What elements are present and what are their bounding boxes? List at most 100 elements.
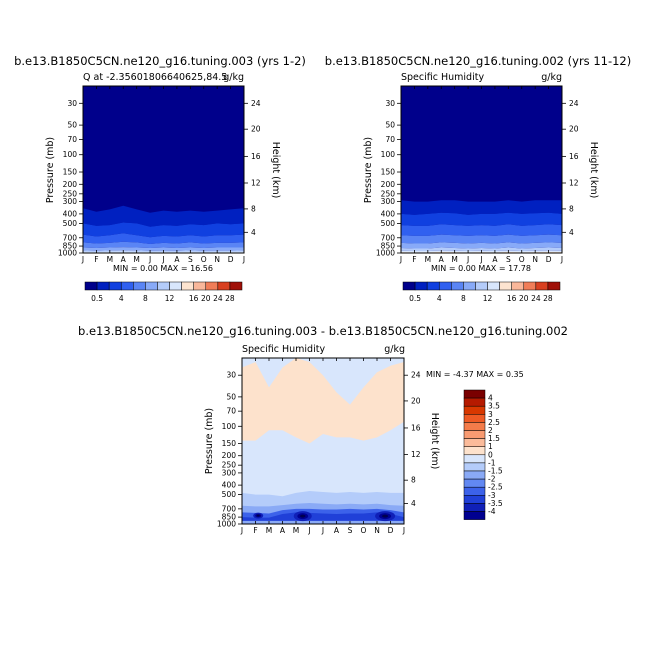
y-tick-label: 200 (63, 180, 78, 189)
colorbar-swatch (451, 281, 464, 291)
x-tick-label: N (374, 526, 380, 535)
x-tick-label: A (492, 255, 498, 264)
x-tick-label: O (361, 526, 367, 535)
colorbar-swatch (229, 281, 243, 291)
diff-colorbar-tick-label: 2.5 (488, 418, 500, 427)
colorbar-panel-1: 0.5 4 8 12 16 20 24 28 (84, 281, 243, 303)
panel-1-units-label: g/kg (223, 72, 244, 83)
panel-3: b.e13.B1850C5CN.ne120_g16.tuning.003 - b… (78, 324, 568, 535)
diff-colorbar-tick-label: 3 (488, 410, 493, 419)
y2-tick-label: 24 (569, 99, 579, 108)
panel-2-y-axis-label: Pressure (mb) (363, 137, 374, 203)
x-tick-label: J (402, 526, 405, 535)
panel-2-contour-fills (401, 86, 562, 253)
colorbar-swatch (511, 281, 525, 291)
x-tick-label: A (334, 526, 340, 535)
colorbar-tick-label: 20 (201, 294, 211, 303)
colorbar-swatch (84, 281, 98, 291)
y-tick-label: 1000 (376, 249, 395, 258)
y2-tick-label: 24 (251, 99, 261, 108)
x-tick-label: J (307, 526, 310, 535)
diff-colorbar-tick-label: -3 (488, 491, 496, 500)
y-tick-label: 300 (63, 197, 78, 206)
colorbar-swatch (169, 281, 182, 291)
y-tick-label: 70 (385, 135, 395, 144)
y-tick-label: 400 (63, 209, 78, 218)
panel-1-min-max: MIN = 0.00 MAX = 16.56 (113, 264, 213, 273)
panel-1: b.e13.B1850C5CN.ne120_g16.tuning.003 (yr… (14, 54, 306, 273)
y2-tick-label: 8 (251, 204, 256, 213)
y2-tick-label: 16 (251, 152, 261, 161)
colorbar-swatch (108, 281, 122, 291)
x-tick-label: D (228, 255, 234, 264)
y-tick-label: 30 (67, 99, 77, 108)
diff-colorbar-swatch (463, 389, 486, 399)
y2-tick-label: 4 (569, 228, 574, 237)
x-tick-label: S (348, 526, 353, 535)
contour-band (83, 241, 244, 248)
colorbar-swatch (402, 281, 416, 291)
colorbar-swatch (463, 281, 476, 291)
panel-1-axes: J F M A M J J A S O N D J305070100150200250300400500… (58, 86, 261, 264)
diff-colorbar-swatch (463, 486, 486, 496)
colorbar-swatch (426, 281, 440, 291)
panel-3-title: b.e13.B1850C5CN.ne120_g16.tuning.003 - b… (78, 324, 568, 338)
diff-colorbar-swatch (463, 503, 486, 512)
x-tick-label: A (121, 255, 127, 264)
diff-colorbar-tick-label: -2.5 (488, 483, 503, 492)
panel-2-units-label: g/kg (541, 72, 562, 83)
x-tick-label: A (174, 255, 180, 264)
y-tick-label: 150 (63, 168, 78, 177)
y-tick-label: 50 (385, 121, 395, 130)
colorbar-swatch (96, 281, 110, 291)
colorbar-tick-label: 8 (143, 294, 148, 303)
y-tick-label: 850 (222, 513, 237, 522)
diff-colorbar-swatch (463, 462, 486, 472)
colorbar-tick-label: 0.5 (409, 294, 421, 303)
colorbar-panel-2: 0.5 4 8 12 16 20 24 28 (402, 281, 561, 303)
x-tick-label: J (161, 255, 164, 264)
colorbar-swatch (181, 281, 194, 291)
diff-colorbar-swatch (463, 470, 486, 480)
x-tick-label: D (546, 255, 552, 264)
x-tick-label: F (94, 255, 98, 264)
colorbar-swatch (205, 281, 219, 291)
contour-band (83, 205, 244, 227)
diff-colorbar-swatch (463, 414, 486, 423)
y-tick-label: 700 (222, 504, 237, 513)
x-tick-label: J (81, 255, 84, 264)
y-tick-label: 70 (67, 135, 77, 144)
x-tick-label: N (214, 255, 220, 264)
x-tick-label: F (412, 255, 416, 264)
colorbar-swatch (523, 281, 537, 291)
y-tick-label: 250 (63, 189, 78, 198)
colorbar-swatch (547, 281, 561, 291)
y2-tick-label: 20 (411, 396, 421, 405)
y-tick-label: 70 (226, 407, 236, 416)
panel-3-y-axis-label: Pressure (mb) (204, 408, 215, 474)
x-tick-label: J (466, 255, 469, 264)
colorbar-tick-label: 16 (507, 294, 517, 303)
y-tick-label: 1000 (217, 520, 236, 529)
contour-band (83, 233, 244, 244)
x-tick-label: J (148, 255, 151, 264)
y-tick-label: 150 (222, 439, 237, 448)
diff-colorbar-tick-label: 1 (488, 442, 493, 451)
panel-2-min-max: MIN = 0.00 MAX = 17.78 (431, 264, 531, 273)
diff-colorbar-swatch (463, 438, 486, 447)
y2-tick-label: 16 (411, 423, 421, 432)
y2-tick-label: 24 (411, 371, 421, 380)
diff-core (300, 514, 306, 518)
y2-tick-label: 8 (411, 476, 416, 485)
panel-1-variable-label: Q at -2.35601806640625,84.5 (83, 72, 227, 83)
diff-positive-region (242, 358, 404, 444)
colorbar-tick-label: 12 (483, 294, 493, 303)
contour-band (401, 234, 562, 244)
colorbar-tick-label: 20 (519, 294, 529, 303)
colorbar-swatch (217, 281, 231, 291)
panel-3-contour-fills (242, 358, 404, 524)
colorbar-swatch (193, 281, 207, 291)
y-tick-label: 700 (381, 233, 396, 242)
panel-3-y2-axis-label: Height (km) (429, 413, 440, 470)
